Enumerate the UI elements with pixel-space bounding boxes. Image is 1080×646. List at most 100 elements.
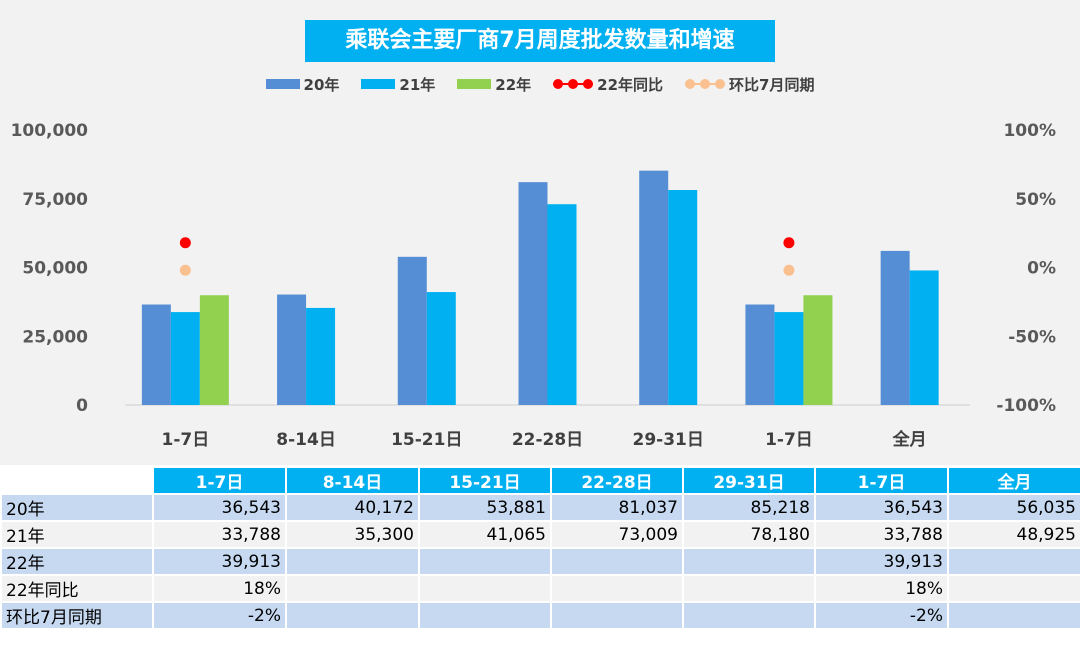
marker-22-0 [179,237,191,249]
table-row: 22年 39,913 39,913 [0,547,1080,576]
table-cell: -2% [814,601,949,630]
legend-label-4: 环比7月同期 [729,75,815,94]
table-cell [285,547,420,576]
bar-20-1 [277,294,307,405]
table-row: 22年同比 18% 18% [0,574,1080,603]
legend: 20年 21年 22年 22年同比 环比7月同期 [0,72,1080,96]
table-cell [682,547,816,576]
category-label-1: 8-14日 [276,430,336,450]
right-tick-label-2: 0% [1027,259,1056,279]
legend-swatch-4 [685,78,726,90]
table-cell: 73,009 [550,520,684,549]
table-header-row: 1-7日 8-14日 15-21日 22-28日 29-31日 1-7日 全月 [0,466,1080,495]
bar-21-5 [774,312,804,405]
bar-21-6 [909,270,939,405]
table-cell [285,601,420,630]
table-cell [418,574,552,603]
table-cell: 18% [152,574,287,603]
table-cell: 18% [814,574,949,603]
table-cell [550,601,684,630]
left-tick-label-3: 75,000 [22,190,88,210]
bar-21-3 [547,204,577,405]
table-header-4: 22-28日 [550,466,684,495]
table-row-label: 21年 [0,520,154,549]
table-cell [947,574,1080,603]
table-cell: 48,925 [947,520,1080,549]
right-tick-label-3: 50% [1015,190,1056,210]
table-cell [418,547,552,576]
category-label-6: 全月 [892,429,927,450]
bar-20-5 [745,304,775,405]
bar-21-0 [170,312,200,405]
legend-label-1: 21年 [399,75,436,94]
left-tick-label-0: 0 [76,396,88,416]
legend-swatch-2 [457,79,492,89]
bar-20-0 [141,304,171,405]
table-row: 环比7月同期 -2% -2% [0,601,1080,630]
left-tick-label-2: 50,000 [22,259,88,279]
table-cell: 39,913 [814,547,949,576]
bar-21-4 [668,190,698,405]
legend-swatch-3 [553,78,594,90]
table-cell: 40,172 [285,493,420,522]
table-header-2: 8-14日 [285,466,420,495]
table-cell [285,574,420,603]
category-label-3: 22-28日 [512,430,583,450]
right-tick-label-0: -100% [996,396,1056,416]
table-cell: 39,913 [152,547,287,576]
table-cell [947,547,1080,576]
table-cell: 56,035 [947,493,1080,522]
legend-item-0: 20年 [265,74,340,95]
category-label-5: 1-7日 [765,430,813,450]
table-cell [682,574,816,603]
legend-swatch-0 [265,79,300,89]
bar-21-2 [426,292,456,405]
table-cell: 36,543 [152,493,287,522]
chart-area: 乘联会主要厂商7月周度批发数量和增速 20年 21年 22年 22年同比 环比7月同期 … [0,0,1080,465]
right-tick-label-1: -50% [1008,327,1056,347]
marker-22-5 [783,237,795,249]
table-cell [550,547,684,576]
legend-label-0: 20年 [303,75,340,94]
legend-swatch-1 [361,79,396,89]
legend-item-2: 22年 [457,74,531,95]
right-tick-label-4: 100% [1003,121,1056,141]
table-header-7: 全月 [947,466,1080,495]
legend-label-2: 22年 [495,75,532,94]
table-cell [682,601,816,630]
marker-7-5 [783,264,795,276]
bar-22-0 [199,295,229,405]
table-cell: 81,037 [550,493,684,522]
bar-20-2 [397,256,427,405]
legend-item-4: 环比7月同期 [685,74,814,95]
chart-title: 乘联会主要厂商7月周度批发数量和增速 [305,20,775,62]
table-row: 20年 36,543 40,172 53,881 81,037 85,218 36,543 5… [0,493,1080,522]
marker-7-0 [179,264,191,276]
table-header-6: 1-7日 [814,466,949,495]
category-label-0: 1-7日 [161,430,209,450]
bar-21-1 [306,307,336,405]
table-cell: 53,881 [418,493,552,522]
table-cell: 35,300 [285,520,420,549]
table-cell: 41,065 [418,520,552,549]
legend-item-1: 21年 [361,74,435,95]
left-tick-label-4: 100,000 [11,121,89,141]
table-row-label: 20年 [0,493,154,522]
table-row-label: 22年 [0,547,154,576]
legend-item-3: 22年同比 [553,74,663,95]
bar-22-5 [803,295,833,405]
table-cell [550,574,684,603]
table-row-label: 环比7月同期 [0,601,154,630]
table-header-3: 15-21日 [418,466,552,495]
table-row-label: 22年同比 [0,574,154,603]
category-label-2: 15-21日 [391,430,462,450]
table-header-5: 29-31日 [682,466,816,495]
legend-label-3: 22年同比 [597,75,664,94]
table-cell: 36,543 [814,493,949,522]
table-cell [418,601,552,630]
data-table: 1-7日 8-14日 15-21日 22-28日 29-31日 1-7日 全月 20年 36,… [0,466,1080,630]
table-cell: -2% [152,601,287,630]
table-cell: 78,180 [682,520,816,549]
table-cell: 33,788 [814,520,949,549]
bar-20-6 [880,250,910,405]
